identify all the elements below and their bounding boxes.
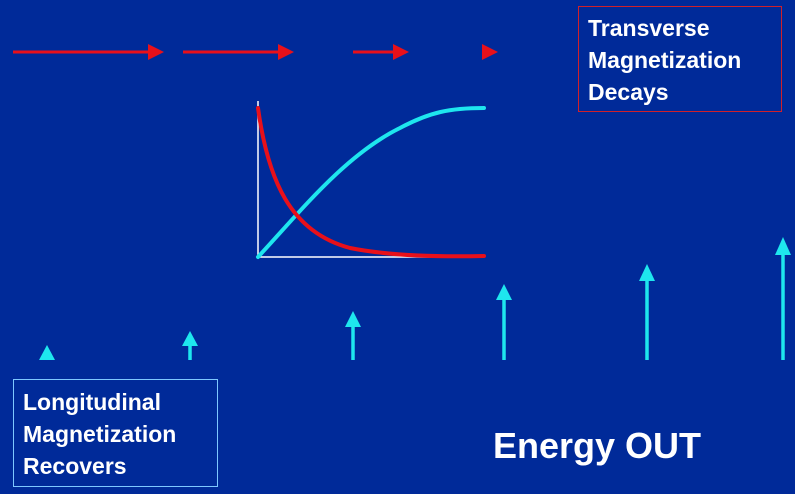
transverse-label-line-2: Magnetization — [588, 47, 742, 73]
longitudinal-arrow-6 — [775, 237, 791, 360]
longitudinal-arrow-4 — [496, 284, 512, 360]
transverse-label-line-1: Transverse — [588, 15, 710, 41]
longitudinal-arrow-2 — [182, 331, 198, 360]
graph-axes — [257, 101, 484, 258]
longitudinal-label-line-2: Magnetization — [23, 421, 177, 447]
transverse-label-line-3: Decays — [588, 79, 669, 105]
longitudinal-label-line-1: Longitudinal — [23, 389, 161, 415]
transverse-arrow-4 — [482, 44, 498, 60]
transverse-arrow-2 — [183, 44, 294, 60]
transverse-arrow-3 — [353, 44, 409, 60]
transverse-magnetization-label: Transverse Magnetization Decays — [578, 6, 782, 112]
energy-out-label: Energy OUT — [493, 425, 702, 466]
longitudinal-arrow-1 — [39, 345, 55, 360]
longitudinal-recovery-curve — [256, 106, 486, 259]
longitudinal-arrow-3 — [345, 311, 361, 360]
longitudinal-magnetization-label: Longitudinal Magnetization Recovers — [13, 379, 218, 487]
longitudinal-label-line-3: Recovers — [23, 453, 127, 479]
longitudinal-arrows — [39, 237, 791, 360]
transverse-arrows — [13, 44, 498, 60]
transverse-decay-curve — [256, 106, 486, 259]
longitudinal-arrow-5 — [639, 264, 655, 360]
transverse-arrow-1 — [13, 44, 164, 60]
